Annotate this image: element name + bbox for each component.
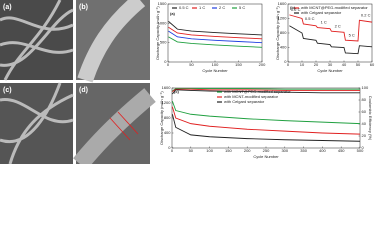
x-tick-label: 150 bbox=[235, 62, 242, 67]
x-tick-label: 40 bbox=[342, 62, 347, 67]
x-tick-label: 100 bbox=[206, 148, 213, 153]
series-line bbox=[171, 114, 361, 142]
y-tick-label: 1600 bbox=[162, 85, 172, 90]
panel-label: (b) bbox=[290, 5, 296, 10]
y2-tick-label: 80 bbox=[362, 97, 367, 102]
x-tick-label: 200 bbox=[259, 62, 266, 67]
panel-label: (a) bbox=[3, 4, 12, 11]
y-tick-label: 1000 bbox=[158, 20, 168, 25]
legend-label: with Celgard separator bbox=[301, 10, 342, 15]
series-line bbox=[172, 88, 360, 92]
legend-label: 1 C bbox=[199, 5, 205, 10]
x-axis-label: Cycle Number bbox=[253, 154, 279, 159]
x-tick-label: 450 bbox=[338, 148, 345, 153]
x-tick-label: 10 bbox=[300, 62, 305, 67]
panel-label: (c) bbox=[174, 89, 180, 94]
x-tick-label: 60 bbox=[370, 62, 375, 67]
x-tick-label: 20 bbox=[314, 62, 319, 67]
y2-tick-label: 0 bbox=[362, 145, 365, 150]
nanotube bbox=[0, 82, 74, 164]
tem-images: (a) (b) (c) (d) bbox=[0, 0, 156, 164]
x-tick-label: 350 bbox=[300, 148, 307, 153]
tem-panel bbox=[0, 83, 73, 164]
x-tick-label: 0 bbox=[167, 62, 170, 67]
x-tick-label: 50 bbox=[189, 148, 194, 153]
legend-label: 2 C bbox=[219, 5, 225, 10]
x-tick-label: 0 bbox=[287, 62, 290, 67]
x-tick-label: 400 bbox=[319, 148, 326, 153]
y-tick-label: 800 bbox=[164, 115, 171, 120]
legend-label: with MCNT@PEG-modified separator bbox=[301, 5, 368, 10]
nanotube bbox=[0, 0, 74, 81]
y-tick-label: 1600 bbox=[278, 1, 288, 6]
series-line bbox=[172, 89, 360, 95]
y2-axis-label: Coulombic Efficiency (%) bbox=[368, 96, 373, 141]
x-tick-label: 0 bbox=[171, 148, 174, 153]
series-line bbox=[289, 25, 373, 55]
y-tick-label: 400 bbox=[164, 130, 171, 135]
nanotube bbox=[73, 88, 156, 164]
y-axis-label: Discharge Capacity (mAh g⁻¹) bbox=[159, 91, 164, 145]
x-tick-label: 500 bbox=[357, 148, 364, 153]
annotation: 2 C bbox=[335, 23, 341, 28]
series-line bbox=[168, 36, 263, 48]
panel-label: (c) bbox=[3, 87, 12, 94]
y-axis-label: Discharge Capacity (mAh g⁻¹) bbox=[155, 6, 160, 60]
legend-label: with MCNT@PEG-modified separator bbox=[224, 89, 291, 94]
panel-label: (b) bbox=[79, 4, 88, 11]
y-tick-label: 0 bbox=[284, 59, 287, 64]
x-tick-label: 50 bbox=[356, 62, 361, 67]
x-tick-label: 100 bbox=[212, 62, 219, 67]
x-tick-label: 150 bbox=[225, 148, 232, 153]
y2-tick-label: 100 bbox=[362, 85, 369, 90]
legend-label: with MCNT-modified separator bbox=[224, 94, 279, 99]
series-line bbox=[168, 21, 263, 36]
series-line bbox=[289, 14, 373, 42]
x-tick-label: 300 bbox=[281, 148, 288, 153]
series-line bbox=[168, 30, 263, 44]
y-tick-label: 400 bbox=[280, 45, 287, 50]
annotation: 0.2 C bbox=[361, 12, 371, 17]
series-line bbox=[171, 106, 361, 135]
legend-label: 0.5 C bbox=[179, 5, 189, 10]
y-tick-label: 1200 bbox=[162, 100, 172, 105]
y-tick-label: 1500 bbox=[158, 1, 168, 6]
page: (a) (b) (c) (d) 0 50 100 150 200 0 500 1000 1500… bbox=[0, 0, 375, 164]
annotation: 5 C bbox=[349, 32, 355, 37]
y-tick-label: 1200 bbox=[278, 16, 288, 21]
y-tick-label: 800 bbox=[280, 30, 287, 35]
y2-tick-label: 60 bbox=[362, 109, 367, 114]
y2-tick-label: 20 bbox=[362, 133, 367, 138]
series-line bbox=[172, 88, 360, 92]
x-axis-label: Cycle Number bbox=[202, 68, 228, 73]
x-tick-label: 200 bbox=[244, 148, 251, 153]
annotation: 0.5 C bbox=[305, 16, 315, 21]
y-tick-label: 0 bbox=[168, 145, 171, 150]
y2-tick-label: 40 bbox=[362, 121, 367, 126]
figure: (a) (b) (c) (d) 0 50 100 150 200050010001500… bbox=[0, 0, 375, 164]
series-line bbox=[171, 100, 361, 125]
x-tick-label: 50 bbox=[189, 62, 194, 67]
y-tick-label: 0 bbox=[164, 59, 167, 64]
legend-label: 5 C bbox=[239, 5, 245, 10]
annotation: 1 C bbox=[321, 20, 327, 25]
y-axis-label: Discharge Capacity (mAh g⁻¹) bbox=[275, 6, 280, 60]
annotation: 0.2 C bbox=[291, 7, 301, 12]
x-tick-label: 250 bbox=[263, 148, 270, 153]
measure-line bbox=[109, 111, 139, 141]
x-tick-label: 30 bbox=[328, 62, 333, 67]
legend-label: with Celgard separator bbox=[224, 99, 265, 104]
panel-label: (a) bbox=[170, 11, 176, 16]
panel-label: (d) bbox=[79, 87, 88, 94]
nanotube bbox=[77, 0, 146, 83]
y-tick-label: 500 bbox=[160, 40, 167, 45]
x-axis-label: Cycle Number bbox=[317, 68, 343, 73]
series-line bbox=[168, 26, 263, 40]
